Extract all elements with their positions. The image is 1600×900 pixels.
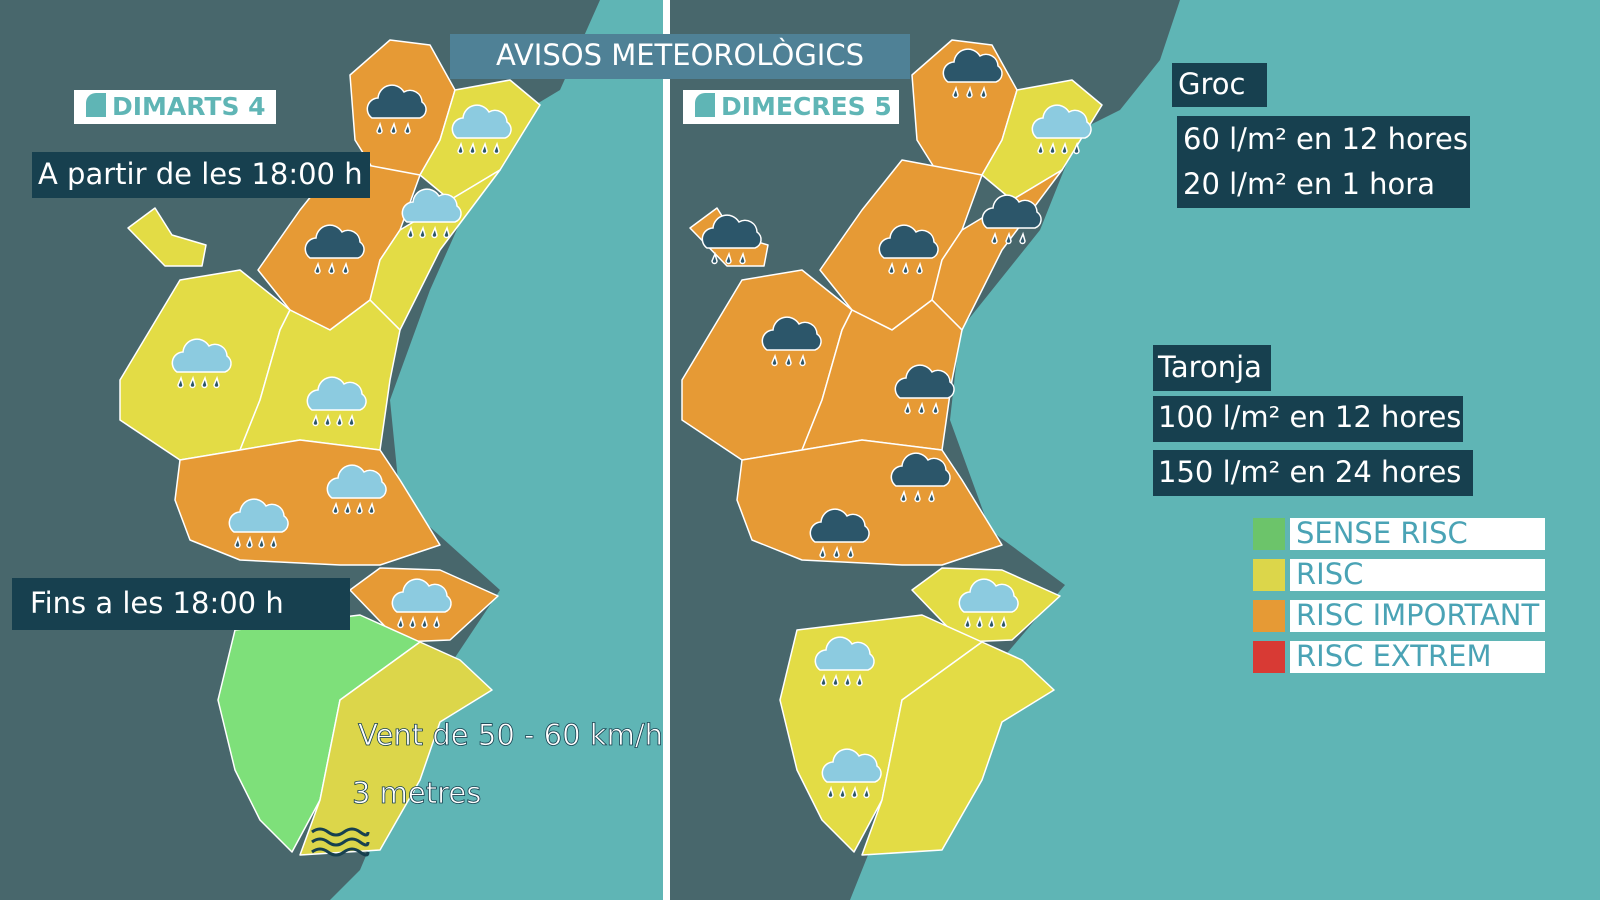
- legend-swatch: [1253, 600, 1285, 632]
- threshold: 150 l/m² en 24 hores: [1158, 455, 1461, 489]
- waves-icon: [311, 827, 370, 857]
- level-box: [1153, 345, 1271, 391]
- title-box: [450, 34, 910, 79]
- level-label: Taronja: [1157, 350, 1262, 384]
- legend-label: RISC IMPORTANT: [1296, 598, 1540, 632]
- threshold-box: [1153, 396, 1463, 442]
- note-box: [12, 578, 350, 630]
- legend-swatch: [1253, 518, 1285, 550]
- threshold: 20 l/m² en 1 hora: [1183, 167, 1435, 201]
- threshold-box: [1153, 450, 1473, 496]
- legend-swatch: [1253, 559, 1285, 591]
- legend: SENSE RISC RISC RISC IMPORTANT RISC EXTREM: [1253, 516, 1545, 673]
- title: AVISOS METEOROLÒGICS: [496, 38, 864, 72]
- legend-box: [1290, 641, 1545, 673]
- day-label: DIMARTS 4: [112, 92, 266, 121]
- legend-box: [1290, 518, 1545, 550]
- legend-box: [1290, 559, 1545, 591]
- legend-swatch: [1253, 641, 1285, 673]
- day-icon: [86, 93, 106, 117]
- threshold: 60 l/m² en 12 hores: [1183, 122, 1468, 156]
- threshold: 100 l/m² en 12 hores: [1158, 400, 1461, 434]
- legend-label: SENSE RISC: [1296, 516, 1468, 550]
- until-note: Fins a les 18:00 h: [30, 586, 284, 620]
- legend-label: RISC: [1296, 557, 1363, 591]
- day-icon: [695, 93, 715, 117]
- day-box: [683, 90, 899, 124]
- day-label: DIMECRES 5: [721, 92, 892, 121]
- legend-box: [1290, 600, 1545, 632]
- waves-note: 3 metres: [352, 776, 481, 810]
- divider: [663, 0, 670, 900]
- level-label: Groc: [1178, 67, 1245, 101]
- note-box: [32, 152, 370, 198]
- threshold-box: [1177, 116, 1470, 208]
- wind-note: Vent de 50 - 60 km/h: [358, 718, 663, 752]
- legend-label: RISC EXTREM: [1296, 639, 1491, 673]
- day-box: [74, 90, 276, 124]
- start-note: A partir de les 18:00 h: [38, 157, 363, 191]
- level-box: [1172, 63, 1267, 107]
